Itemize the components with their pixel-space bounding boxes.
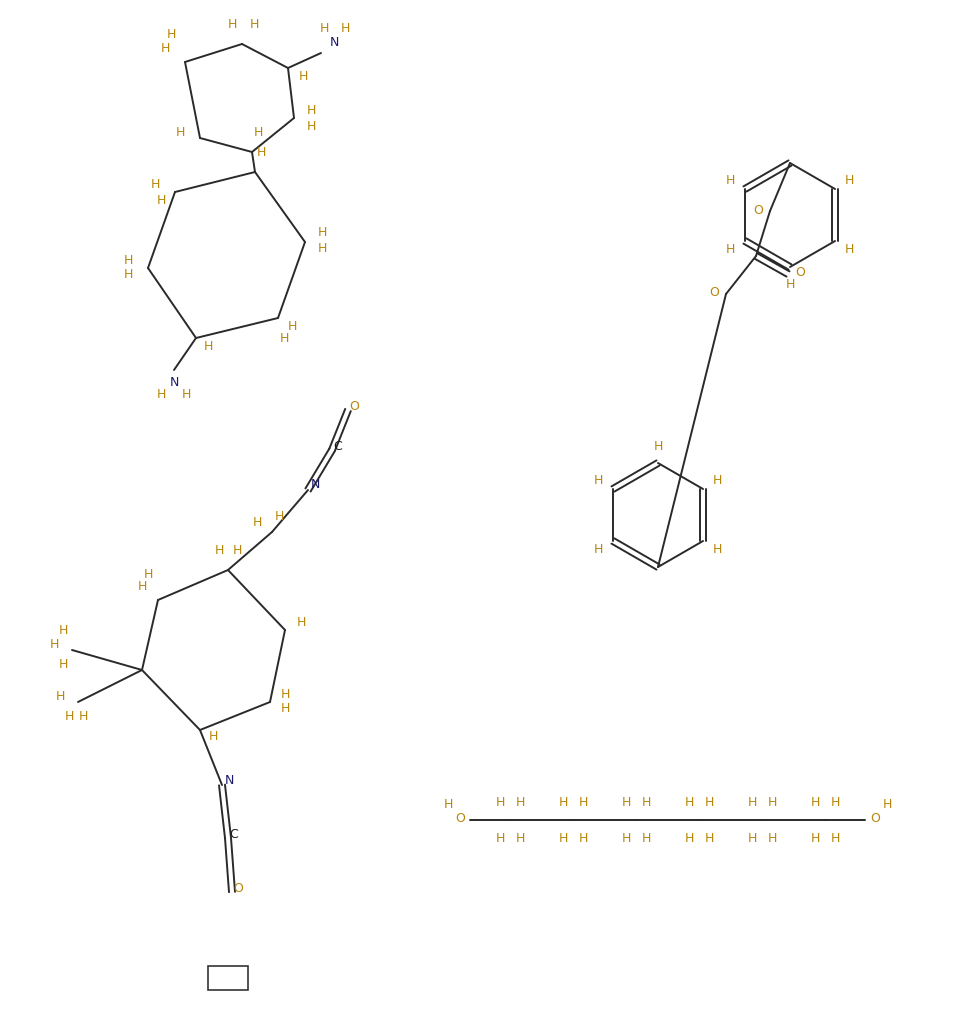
Text: H: H [228,17,236,31]
Text: H: H [50,638,58,651]
Text: H: H [713,474,723,487]
Text: C: C [230,829,238,841]
Text: H: H [181,388,190,402]
Text: H: H [593,543,603,556]
Text: H: H [280,703,290,716]
Text: H: H [578,832,588,844]
Text: H: H [150,179,160,191]
Text: O: O [795,265,805,279]
Text: H: H [279,332,289,345]
Text: O: O [870,812,879,825]
Text: H: H [578,795,588,809]
Text: H: H [254,125,262,138]
Text: H: H [747,795,757,809]
Text: O: O [349,401,359,414]
Text: H: H [318,227,326,239]
Text: O: O [234,883,243,896]
Text: H: H [786,278,794,291]
Text: H: H [845,243,855,256]
Text: H: H [233,543,242,556]
Text: H: H [123,268,133,282]
Text: H: H [654,439,662,453]
Text: H: H [56,690,65,703]
Text: H: H [214,543,224,556]
Text: H: H [250,17,258,31]
Text: C: C [334,440,343,454]
Text: N: N [224,774,234,786]
Text: H: H [641,832,651,844]
Text: H: H [621,832,631,844]
Text: O: O [753,204,763,218]
Text: N: N [310,479,320,491]
Text: H: H [558,832,568,844]
Text: H: H [156,193,166,206]
Text: H: H [704,832,714,844]
Text: H: H [811,795,820,809]
Text: O: O [709,286,719,299]
Text: H: H [58,623,68,637]
Text: H: H [161,42,169,55]
Text: H: H [882,798,892,812]
Text: H: H [78,710,88,722]
Text: H: H [167,27,176,41]
Text: H: H [811,832,820,844]
Text: H: H [275,510,283,523]
Text: H: H [209,729,217,742]
Text: H: H [256,145,266,159]
Text: H: H [684,832,694,844]
Text: H: H [515,832,524,844]
FancyBboxPatch shape [208,966,248,990]
Text: H: H [768,832,777,844]
Text: H: H [443,798,453,812]
Text: H: H [175,125,185,138]
Text: H: H [845,174,855,187]
Text: H: H [831,795,839,809]
Text: H: H [203,340,212,353]
Text: H: H [297,616,305,630]
Text: H: H [253,517,261,530]
Text: H: H [725,174,735,187]
Text: H: H [768,795,777,809]
Text: N: N [329,36,339,49]
Text: H: H [593,474,603,487]
Text: H: H [713,543,723,556]
Text: H: H [299,69,308,82]
Text: H: H [496,832,504,844]
Text: H: H [320,21,328,35]
Text: H: H [306,120,316,132]
Text: H: H [515,795,524,809]
Text: H: H [641,795,651,809]
Text: Abs: Abs [218,973,238,983]
Text: H: H [831,832,839,844]
Text: H: H [496,795,504,809]
Text: H: H [123,254,133,267]
Text: H: H [280,689,290,702]
Text: H: H [156,388,166,402]
Text: H: H [747,832,757,844]
Text: H: H [306,105,316,118]
Text: H: H [58,658,68,670]
Text: N: N [169,376,179,390]
Text: H: H [64,710,74,722]
Text: H: H [621,795,631,809]
Text: H: H [318,242,326,255]
Text: H: H [684,795,694,809]
Text: O: O [456,812,465,825]
Text: H: H [287,319,297,333]
Text: H: H [144,567,153,581]
Text: H: H [137,581,146,594]
Text: H: H [725,243,735,256]
Text: H: H [341,21,349,35]
Text: H: H [704,795,714,809]
Text: H: H [558,795,568,809]
